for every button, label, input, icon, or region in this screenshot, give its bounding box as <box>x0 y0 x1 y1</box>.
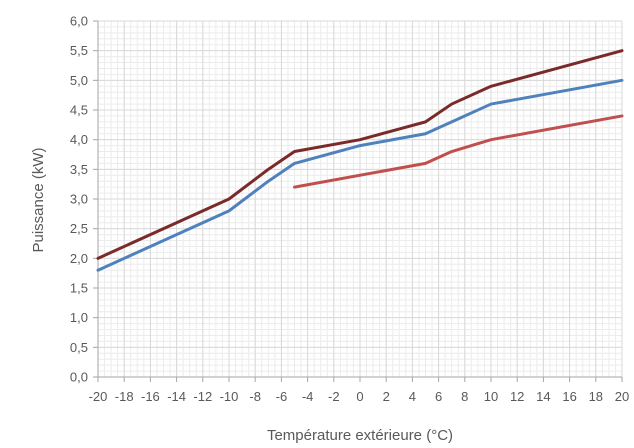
series-line-2 <box>96 78 624 272</box>
series-line-3 <box>293 114 624 189</box>
x-tick-label: 20 <box>615 389 629 404</box>
y-tick-label: 3,0 <box>70 192 88 207</box>
x-tick-label: 14 <box>536 389 550 404</box>
x-tick-label: 0 <box>356 389 363 404</box>
y-tick-label: 2,0 <box>70 251 88 266</box>
x-tick-label: 6 <box>435 389 442 404</box>
y-tick-label: 1,0 <box>70 310 88 325</box>
x-tick-label: 8 <box>461 389 468 404</box>
y-tick-label: 6,0 <box>70 14 88 29</box>
series-layer <box>96 49 624 272</box>
x-axis-title: Température extérieure (°C) <box>267 427 453 444</box>
y-tick-labels: 0,0 0,5 1,0 1,5 2,0 2,5 3,0 3,5 4,0 4,5 5,0 5,5 6,0 <box>70 14 88 385</box>
x-tick-label: -18 <box>115 389 134 404</box>
axes <box>93 20 623 382</box>
x-tick-label: 2 <box>383 389 390 404</box>
series-line-1 <box>96 49 624 260</box>
y-tick-label: 5,5 <box>70 43 88 58</box>
y-tick-label: 4,5 <box>70 103 88 118</box>
x-tick-label: -20 <box>89 389 108 404</box>
x-tick-label: -8 <box>249 389 261 404</box>
x-tick-label: -4 <box>302 389 314 404</box>
major-gridlines <box>97 20 623 378</box>
y-axis-title: Puissance (kW) <box>30 147 47 252</box>
y-tick-label: 0,0 <box>70 370 88 385</box>
x-tick-label: 4 <box>409 389 416 404</box>
x-tick-label: 18 <box>589 389 603 404</box>
x-tick-label: -14 <box>167 389 186 404</box>
y-tick-label: 5,0 <box>70 73 88 88</box>
y-tick-label: 0,5 <box>70 340 88 355</box>
y-tick-label: 2,5 <box>70 221 88 236</box>
x-tick-labels: -20 -18 -16 -14 -12 -10 -8 -6 -4 -2 0 2 4 6 8 10 12 14 16 1… <box>89 389 630 404</box>
x-tick-label: -2 <box>328 389 340 404</box>
y-tick-label: 1,5 <box>70 281 88 296</box>
x-tick-label: 12 <box>510 389 524 404</box>
y-tick-label: 3,5 <box>70 162 88 177</box>
x-tick-label: -12 <box>193 389 212 404</box>
x-tick-label: -16 <box>141 389 160 404</box>
y-tick-label: 4,0 <box>70 132 88 147</box>
x-tick-label: 16 <box>562 389 576 404</box>
x-tick-label: -10 <box>220 389 239 404</box>
x-tick-label: -6 <box>276 389 288 404</box>
x-tick-label: 10 <box>484 389 498 404</box>
